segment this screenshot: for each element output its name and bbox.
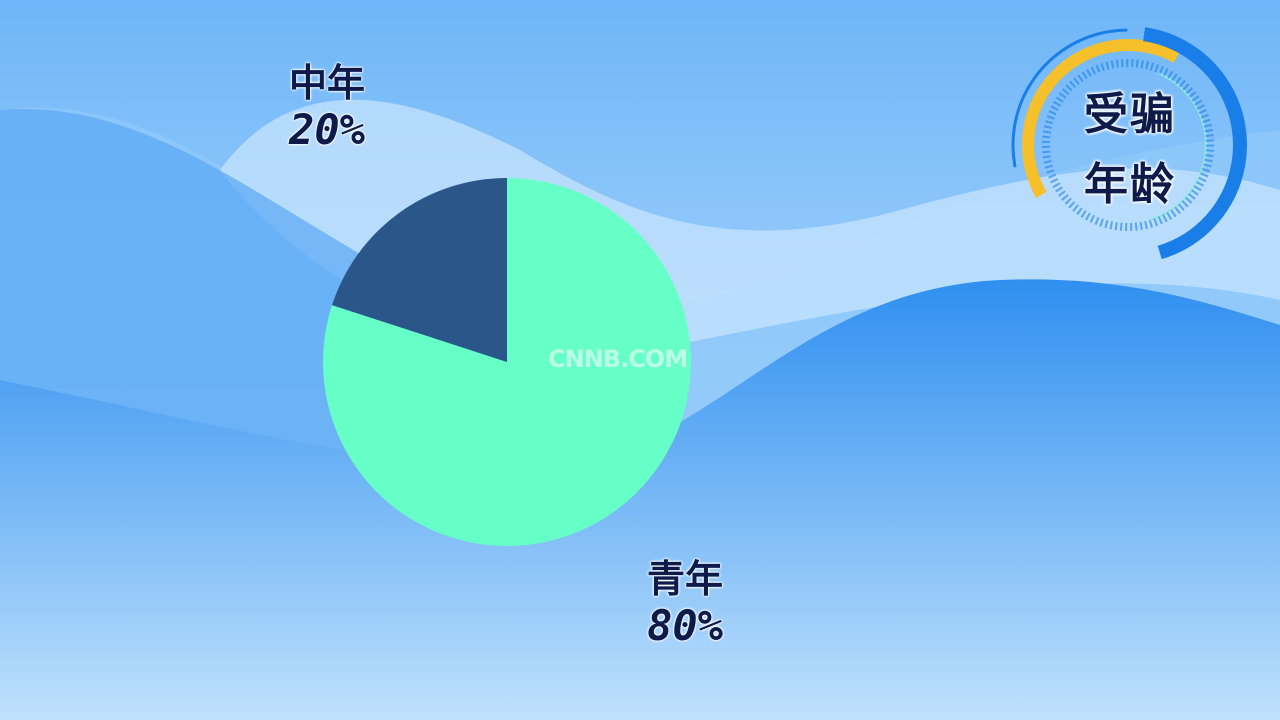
slice-value-label: 20% [289, 104, 365, 154]
label-youth: 青年 80% [620, 557, 750, 650]
title-line: 受骗 [1084, 89, 1176, 140]
label-middle-age: 中年 20% [262, 61, 392, 154]
watermark: CNNB.COM [548, 345, 688, 373]
pie-slice-middle-age [332, 178, 507, 362]
pie-chart [323, 178, 691, 547]
pie-slice-youth [323, 178, 691, 547]
slice-label: 青年 [646, 557, 723, 601]
title-line: 年龄 [1084, 159, 1176, 211]
chart-title: 受骗 年龄 [1070, 80, 1190, 221]
slice-label: 中年 [288, 61, 365, 105]
slice-value-label: 80% [647, 600, 723, 650]
